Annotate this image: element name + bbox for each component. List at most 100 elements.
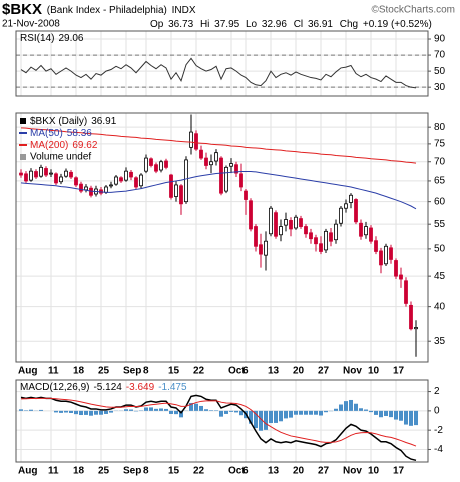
exchange: INDX: [172, 5, 196, 16]
x-tick-label: 17: [393, 366, 405, 377]
candle-body: [369, 227, 373, 242]
candle-body: [169, 174, 173, 198]
candle-body: [279, 226, 283, 236]
candle-body: [244, 190, 248, 200]
candle-body: [89, 187, 93, 196]
x-tick-label: 13: [268, 366, 280, 377]
histogram-bar: [104, 410, 108, 414]
candle-body: [319, 243, 323, 252]
candle-body: [394, 260, 398, 277]
x-tick-label: 18: [73, 366, 85, 377]
histogram-bar: [224, 410, 228, 414]
candle-body: [114, 176, 118, 185]
legend-name: MA(200): [30, 140, 68, 151]
candle-body: [164, 160, 168, 168]
candle-body: [324, 230, 328, 251]
histogram-bar: [299, 410, 303, 415]
histogram-bar: [294, 410, 298, 415]
x-tick-label: 13: [268, 466, 280, 477]
histogram-bar: [289, 410, 293, 418]
candle-body: [359, 222, 363, 237]
candle-body: [64, 170, 68, 177]
candle-body: [209, 161, 213, 166]
candle-body: [159, 161, 163, 171]
candle-body: [299, 218, 303, 227]
panel-border: [15, 30, 429, 97]
y-tick-label: -4: [434, 444, 443, 455]
x-tick-label: 10: [368, 366, 380, 377]
candle-body: [29, 170, 33, 181]
histogram-bar: [124, 409, 128, 411]
candle-body: [44, 168, 48, 176]
y-tick-label: 55: [434, 219, 446, 230]
x-tick-label: 6: [243, 466, 249, 477]
x-tick-label: 25: [98, 466, 110, 477]
histogram-bar: [349, 399, 353, 411]
histogram-bar: [74, 410, 78, 415]
x-tick-label: 11: [48, 466, 59, 477]
x-tick-label: 6: [243, 366, 249, 377]
histogram-bar: [379, 410, 383, 418]
panel-legend: MACD(12,26,9) -5.124 -3.649 -1.475: [20, 382, 187, 393]
legend-value: -1.475: [158, 382, 187, 393]
candle-body: [139, 174, 143, 187]
x-tick-label: 8: [143, 366, 149, 377]
histogram-bar: [169, 410, 173, 414]
legend-value: -3.649: [126, 382, 155, 393]
histogram-bar: [19, 409, 23, 411]
candle-body: [24, 173, 28, 182]
histogram-bar: [304, 410, 308, 415]
candle-body: [34, 171, 38, 178]
x-tick-label: 27: [318, 466, 330, 477]
x-tick-label: Oct: [228, 366, 245, 377]
histogram-bar: [354, 403, 358, 411]
macd-line: [20, 394, 417, 462]
candle-body: [409, 304, 413, 330]
histogram-bar: [79, 410, 83, 416]
macd-line: [20, 397, 417, 447]
legend-entry: $BKX (Daily) 36.91: [30, 116, 117, 127]
low-value: 32.96: [262, 19, 287, 30]
histogram-bar: [409, 410, 413, 426]
histogram-bar: [94, 410, 98, 415]
moving-average: [20, 171, 417, 210]
open-label: Op: [150, 19, 164, 30]
date: 21-Nov-2008: [2, 19, 60, 30]
x-tick-label: 15: [168, 366, 180, 377]
x-tick-label: 20: [293, 466, 305, 477]
candle-body: [19, 172, 23, 176]
copyright: ©StockCharts.com: [371, 5, 455, 16]
histogram-bar: [384, 410, 388, 416]
histogram-bar: [219, 410, 223, 417]
histogram-bar: [399, 410, 403, 421]
histogram-bar: [109, 410, 113, 413]
histogram-bar: [144, 407, 148, 411]
header-line: $BKX (Bank Index - Philadelphia) INDX: [2, 1, 196, 18]
histogram-bar: [164, 408, 168, 411]
candle-body: [204, 157, 208, 166]
x-tick-label: Sep: [123, 366, 141, 377]
x-tick-label: Oct: [228, 466, 245, 477]
legend-swatch: [20, 154, 26, 160]
candle-body: [59, 176, 63, 183]
x-tick-label: 17: [393, 466, 405, 477]
candle-body: [154, 164, 158, 172]
candle-body: [354, 199, 358, 223]
y-tick-label: 2: [434, 386, 440, 397]
histogram-bar: [59, 410, 63, 413]
y-tick-label: 0: [434, 406, 440, 417]
histogram-bar: [389, 410, 393, 418]
y-tick-label: 30: [434, 82, 446, 93]
candle-body: [134, 177, 138, 188]
candle-body: [144, 157, 148, 172]
candle-body: [39, 166, 43, 177]
candle-body: [269, 207, 273, 235]
candle-body: [174, 184, 178, 197]
candle-body: [349, 194, 353, 203]
candle-body: [109, 184, 113, 187]
histogram-bar: [374, 410, 378, 415]
histogram-bar: [284, 410, 288, 419]
x-tick-label: 11: [48, 366, 59, 377]
histogram-bar: [249, 410, 253, 424]
histogram-bar: [274, 410, 278, 423]
